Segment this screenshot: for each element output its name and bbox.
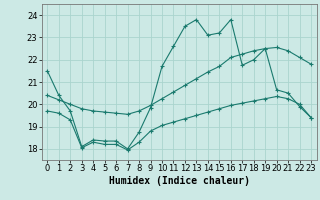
X-axis label: Humidex (Indice chaleur): Humidex (Indice chaleur) [109,176,250,186]
